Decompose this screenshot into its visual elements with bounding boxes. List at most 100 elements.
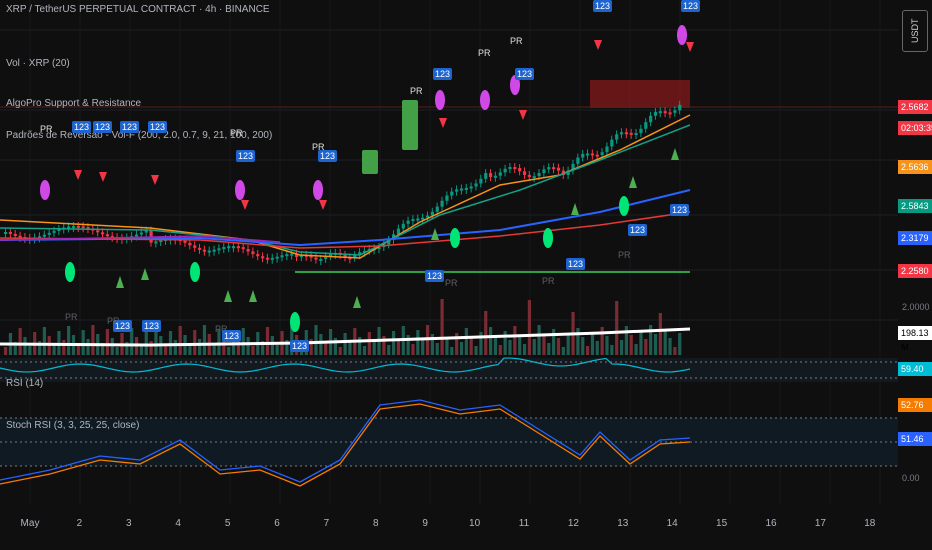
date-tick: 12 bbox=[567, 518, 579, 529]
bearish-circle-marker bbox=[313, 180, 323, 200]
volume-bar bbox=[484, 311, 488, 355]
volume-bar bbox=[217, 329, 221, 355]
candle bbox=[251, 251, 255, 255]
bullish-circle-marker bbox=[543, 228, 553, 248]
candle bbox=[202, 249, 207, 252]
candle bbox=[600, 152, 604, 155]
bullish-circle-marker bbox=[290, 312, 300, 332]
candle bbox=[37, 236, 42, 239]
candle bbox=[256, 254, 260, 257]
candle bbox=[67, 226, 71, 229]
candle bbox=[450, 191, 454, 196]
candle bbox=[547, 167, 551, 170]
bullish-circle-marker bbox=[450, 228, 460, 248]
volume-bar bbox=[387, 345, 391, 355]
candle bbox=[469, 186, 473, 189]
sell-arrow-marker bbox=[74, 170, 82, 180]
date-tick: 16 bbox=[765, 518, 777, 529]
candle bbox=[552, 167, 556, 170]
signal-tag-123: 123 bbox=[72, 121, 92, 133]
volume-bar bbox=[459, 342, 464, 355]
candle bbox=[430, 211, 434, 216]
pattern-label-pr: PR bbox=[65, 312, 78, 322]
currency-button[interactable]: USDT bbox=[902, 10, 928, 52]
price-label: 51.46 bbox=[898, 432, 932, 446]
candle bbox=[445, 195, 449, 201]
volume-bar bbox=[668, 338, 672, 355]
candle bbox=[270, 257, 274, 260]
symbol-title[interactable]: XRP / TetherUS PERPETUAL CONTRACT · 4h ·… bbox=[6, 4, 270, 15]
stoch-k-line bbox=[0, 399, 691, 483]
volume-bar bbox=[139, 346, 143, 355]
candle bbox=[343, 254, 347, 258]
volume-bar bbox=[421, 339, 425, 355]
stochrsi-indicator-label[interactable]: Stoch RSI (3, 3, 25, 25, close) bbox=[6, 420, 140, 431]
rsi-indicator-label[interactable]: RSI (14) bbox=[6, 378, 44, 389]
volume-bar bbox=[62, 340, 66, 355]
candle bbox=[358, 252, 362, 256]
volume-bar bbox=[600, 327, 604, 355]
pattern-label-pr: PR bbox=[312, 142, 325, 152]
volume-bar bbox=[624, 326, 628, 355]
candle bbox=[101, 232, 105, 235]
candle bbox=[416, 218, 420, 221]
buy-arrow-marker bbox=[141, 268, 149, 280]
volume-bar bbox=[270, 336, 274, 355]
volume-bar bbox=[416, 330, 420, 355]
volume-bar bbox=[508, 340, 512, 355]
candle bbox=[207, 250, 211, 253]
date-tick: 13 bbox=[617, 518, 629, 529]
volume-bar bbox=[556, 338, 561, 355]
signal-tag-123: 123 bbox=[222, 330, 242, 342]
date-tick: 6 bbox=[274, 518, 280, 529]
bearish-circle-marker bbox=[677, 25, 687, 45]
candle bbox=[13, 233, 17, 236]
volume-bar bbox=[178, 326, 182, 355]
reversal-pattern-indicator-label[interactable]: Padrões de Reversão - Vol-F (200, 2.0, 0… bbox=[6, 130, 273, 141]
sell-arrow-marker bbox=[439, 118, 447, 128]
stoch-d-line bbox=[0, 403, 691, 487]
algopro-indicator-label[interactable]: AlgoPro Support & Resistance bbox=[6, 98, 142, 109]
volume-bar bbox=[193, 330, 197, 355]
volume-bar bbox=[125, 342, 129, 355]
signal-tag-123: 123 bbox=[142, 320, 162, 332]
candle bbox=[159, 240, 163, 243]
candle bbox=[639, 128, 643, 133]
candle bbox=[275, 256, 279, 259]
volume-bar bbox=[319, 334, 323, 355]
candle bbox=[542, 169, 546, 174]
price-label: 52.76 bbox=[898, 398, 932, 412]
price-label: 02:03:35 bbox=[898, 121, 932, 135]
volume-indicator-label[interactable]: Vol · XRP (20) bbox=[6, 58, 70, 69]
ema-purple-line bbox=[0, 235, 281, 243]
candle bbox=[678, 104, 682, 111]
candle bbox=[183, 240, 187, 243]
candle bbox=[222, 247, 226, 250]
candle bbox=[518, 168, 522, 172]
candle bbox=[663, 111, 667, 114]
volume-bar bbox=[518, 335, 522, 355]
signal-tag-123: 123 bbox=[93, 121, 113, 133]
volume-bar bbox=[566, 333, 570, 355]
volume-bar bbox=[392, 331, 396, 355]
volume-bar bbox=[37, 341, 42, 355]
candle bbox=[474, 183, 478, 187]
volume-bar bbox=[561, 347, 565, 355]
candle bbox=[188, 242, 192, 246]
volume-bar bbox=[605, 336, 609, 355]
candle bbox=[581, 153, 585, 158]
volume-bar bbox=[261, 341, 265, 355]
price-label: 198.13 M bbox=[898, 326, 932, 352]
volume-bar bbox=[91, 325, 95, 355]
volume-bar bbox=[198, 339, 202, 355]
rocket-signal-box bbox=[402, 100, 418, 150]
rocket-signal-box bbox=[362, 150, 378, 174]
volume-bar bbox=[324, 343, 328, 355]
volume-bar bbox=[634, 344, 638, 355]
candle bbox=[634, 132, 638, 135]
pattern-label-pr: PR bbox=[230, 128, 243, 138]
price-tick: 2.0000 bbox=[902, 302, 930, 312]
volume-bar bbox=[348, 342, 352, 355]
